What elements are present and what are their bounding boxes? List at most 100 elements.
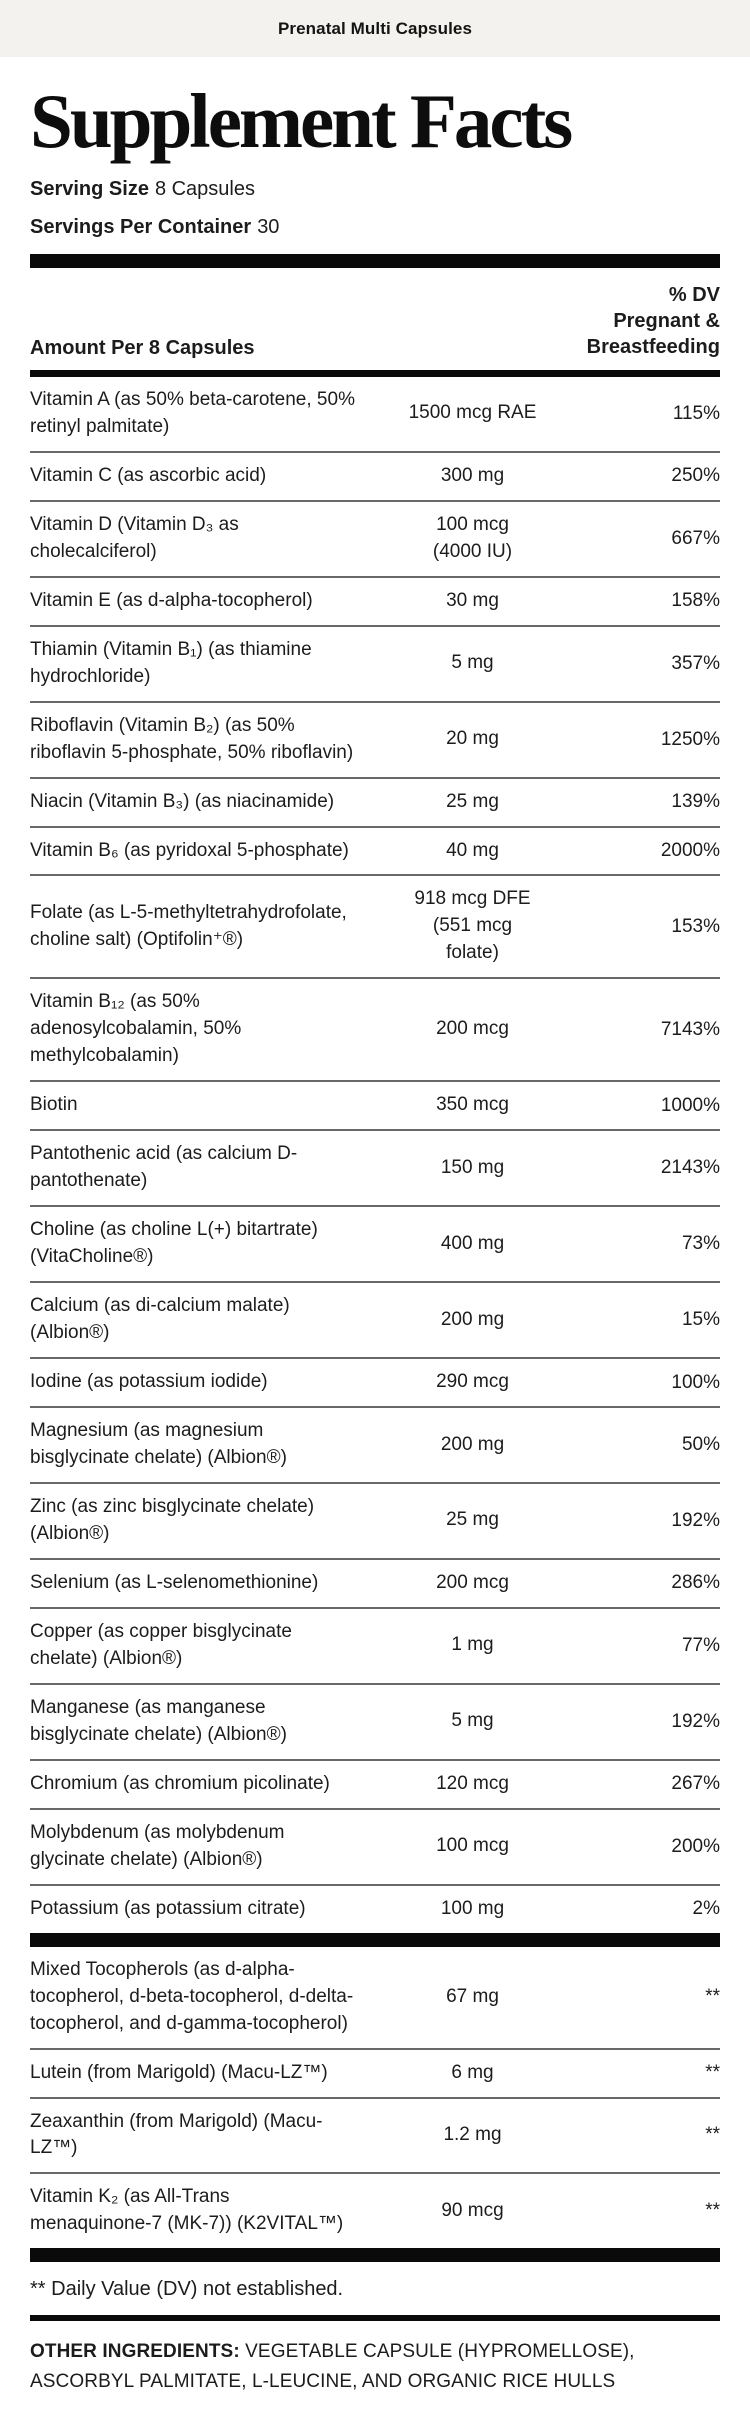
table-row: Iodine (as potassium iodide) 290 mcg 100% xyxy=(30,1357,720,1406)
nutrient-name: Vitamin D (Vitamin D₃ as cholecalciferol… xyxy=(30,513,239,562)
nutrient-dv-percent: 158% xyxy=(671,590,720,612)
nutrient-amount: 40 mg xyxy=(446,839,499,861)
nutrient-name: Molybdenum (as molybdenum glycinate chel… xyxy=(30,1821,285,1870)
divider-thick-bottom xyxy=(30,2248,720,2263)
nutrient-dv-percent: 192% xyxy=(671,1710,720,1732)
table-header: Amount Per 8 Capsules % DV Pregnant & Br… xyxy=(30,268,720,370)
table-row: Vitamin C (as ascorbic acid) 300 mg 250% xyxy=(30,450,720,500)
nutrient-amount: 1 mg xyxy=(451,1634,494,1656)
divider-thick-middle xyxy=(30,1932,720,1947)
label-content: Supplement Facts Serving Size 8 Capsules … xyxy=(0,57,750,2430)
other-ingredients-label: OTHER INGREDIENTS: xyxy=(30,2341,240,2363)
divider-thick-top xyxy=(30,253,720,268)
table-row: Magnesium (as magnesium bisglycinate che… xyxy=(30,1406,720,1482)
nutrient-dv-percent: 2% xyxy=(692,1898,720,1920)
table-row: Zinc (as zinc bisglycinate chelate) (Alb… xyxy=(30,1481,720,1558)
nutrient-name: Mixed Tocopherols (as d-alpha-tocopherol… xyxy=(30,1958,354,2034)
nutrient-amount: 120 mcg xyxy=(436,1772,509,1794)
other-ingredients: OTHER INGREDIENTS: VEGETABLE CAPSULE (HY… xyxy=(30,2321,720,2396)
nutrient-name: Lutein (from Marigold) (Macu-LZ™) xyxy=(30,2061,328,2083)
product-header: Prenatal Multi Capsules xyxy=(0,0,750,57)
nutrient-dv-percent: 250% xyxy=(671,465,720,487)
table-row: Manganese (as manganese bisglycinate che… xyxy=(30,1682,720,1759)
nutrient-amount: 200 mg xyxy=(440,1433,505,1455)
nutrient-amount: 25 mg xyxy=(446,790,499,812)
table-row: Selenium (as L-selenomethionine) 200 mcg 2… xyxy=(30,1557,720,1607)
nutrient-name: Selenium (as L-selenomethionine) xyxy=(30,1571,319,1593)
nutrient-name: Vitamin K₂ (as All-Trans menaquinone-7 (… xyxy=(30,2186,344,2235)
nutrient-dv-percent: ** xyxy=(705,2124,720,2146)
dv-column-header: % DV Pregnant & Breastfeeding xyxy=(586,283,720,358)
nutrient-name: Calcium (as di-calcium malate) (Albion®) xyxy=(30,1295,290,1344)
nutrient-name: Pantothenic acid (as calcium D-pantothen… xyxy=(30,1143,298,1192)
no-dv-nutrient-rows: Mixed Tocopherols (as d-alpha-tocopherol… xyxy=(30,1947,720,2249)
table-row: Riboflavin (Vitamin B₂) (as 50% riboflav… xyxy=(30,700,720,777)
nutrient-dv-percent: 2143% xyxy=(660,1157,720,1179)
table-row: Vitamin A (as 50% beta-carotene, 50% ret… xyxy=(30,377,720,451)
nutrient-name: Potassium (as potassium citrate) xyxy=(30,1897,306,1919)
serving-size-line: Serving Size 8 Capsules xyxy=(30,178,720,201)
nutrient-amount: 350 mcg xyxy=(436,1094,509,1116)
nutrient-amount: 100 mcg xyxy=(436,1835,509,1857)
nutrient-amount: 150 mg xyxy=(440,1156,505,1178)
nutrient-dv-percent: 73% xyxy=(681,1233,720,1255)
nutrient-amount: 300 mg xyxy=(440,464,505,486)
nutrient-dv-percent: ** xyxy=(705,2062,720,2084)
nutrient-name: Riboflavin (Vitamin B₂) (as 50% riboflav… xyxy=(30,714,354,763)
table-row: Vitamin B₆ (as pyridoxal 5-phosphate) 40 … xyxy=(30,825,720,875)
nutrient-dv-percent: 77% xyxy=(681,1634,720,1656)
nutrient-name: Niacin (Vitamin B₃) (as niacinamide) xyxy=(30,790,335,812)
table-row: Molybdenum (as molybdenum glycinate chel… xyxy=(30,1807,720,1884)
nutrient-name: Vitamin C (as ascorbic acid) xyxy=(30,464,267,486)
nutrient-name: Zeaxanthin (from Marigold) (Macu-LZ™) xyxy=(30,2110,323,2159)
table-row: Vitamin E (as d-alpha-tocopherol) 30 mg 15… xyxy=(30,575,720,625)
nutrient-dv-percent: 153% xyxy=(671,915,720,937)
nutrient-rows: Vitamin A (as 50% beta-carotene, 50% ret… xyxy=(30,377,720,1933)
nutrient-name: Vitamin E (as d-alpha-tocopherol) xyxy=(30,589,313,611)
table-row: Vitamin K₂ (as All-Trans menaquinone-7 (… xyxy=(30,2172,720,2248)
nutrient-amount: 400 mg xyxy=(440,1232,505,1254)
nutrient-dv-percent: 200% xyxy=(671,1835,720,1857)
nutrient-dv-percent: 15% xyxy=(681,1309,720,1331)
nutrient-dv-percent: 667% xyxy=(671,527,720,549)
table-row: Potassium (as potassium citrate) 100 mg 2% xyxy=(30,1883,720,1933)
table-row: Thiamin (Vitamin B₁) (as thiamine hydroc… xyxy=(30,624,720,701)
table-row: Choline (as choline L(+) bitartrate) (Vi… xyxy=(30,1205,720,1281)
nutrient-amount: 1.2 mg xyxy=(443,2123,502,2145)
nutrient-dv-percent: 1250% xyxy=(660,728,720,750)
nutrient-name: Copper (as copper bisglycinate chelate) … xyxy=(30,1620,292,1669)
nutrient-amount: 200 mcg xyxy=(436,1571,509,1593)
table-row: Calcium (as di-calcium malate) (Albion®)… xyxy=(30,1281,720,1357)
nutrient-amount: 290 mcg xyxy=(436,1371,509,1393)
nutrient-dv-percent: 7143% xyxy=(660,1018,720,1040)
nutrient-name: Choline (as choline L(+) bitartrate) (Vi… xyxy=(30,1219,318,1268)
table-row: Chromium (as chromium picolinate) 120 mcg… xyxy=(30,1758,720,1808)
nutrient-amount: 20 mg xyxy=(446,728,499,750)
nutrient-name: Zinc (as zinc bisglycinate chelate) (Alb… xyxy=(30,1495,315,1544)
nutrient-dv-percent: ** xyxy=(705,2200,720,2222)
nutrient-name: Thiamin (Vitamin B₁) (as thiamine hydroc… xyxy=(30,638,312,687)
nutrient-amount: 90 mcg xyxy=(441,2199,504,2221)
nutrient-amount: 200 mg xyxy=(440,1308,505,1330)
nutrient-name: Vitamin B₆ (as pyridoxal 5-phosphate) xyxy=(30,839,349,861)
nutrient-dv-percent: 50% xyxy=(681,1434,720,1455)
table-row: Vitamin B₁₂ (as 50% adenosylcobalamin, 5… xyxy=(30,977,720,1080)
table-row: Lutein (from Marigold) (Macu-LZ™) 6 mg ** xyxy=(30,2047,720,2097)
serving-size-value: 8 Capsules xyxy=(154,177,255,200)
nutrient-name: Biotin xyxy=(30,1094,78,1116)
nutrient-amount: 25 mg xyxy=(446,1509,499,1531)
serving-size-label: Serving Size xyxy=(30,177,149,200)
nutrient-amount: 1500 mcg RAE xyxy=(408,402,537,424)
nutrient-name: Chromium (as chromium picolinate) xyxy=(30,1772,330,1794)
nutrient-name: Manganese (as manganese bisglycinate che… xyxy=(30,1696,287,1745)
nutrient-amount: 6 mg xyxy=(451,2061,494,2083)
nutrient-amount: 67 mg xyxy=(446,1985,499,2007)
servings-per-container-value: 30 xyxy=(257,215,280,238)
amount-column-header: Amount Per 8 Capsules xyxy=(30,336,255,359)
nutrient-amount: 100 mcg (4000 IU) xyxy=(432,513,513,562)
table-row: Pantothenic acid (as calcium D-pantothen… xyxy=(30,1129,720,1205)
table-row: Zeaxanthin (from Marigold) (Macu-LZ™) 1.2… xyxy=(30,2096,720,2173)
nutrient-amount: 200 mcg xyxy=(436,1018,509,1040)
nutrient-dv-percent: 286% xyxy=(671,1572,720,1594)
